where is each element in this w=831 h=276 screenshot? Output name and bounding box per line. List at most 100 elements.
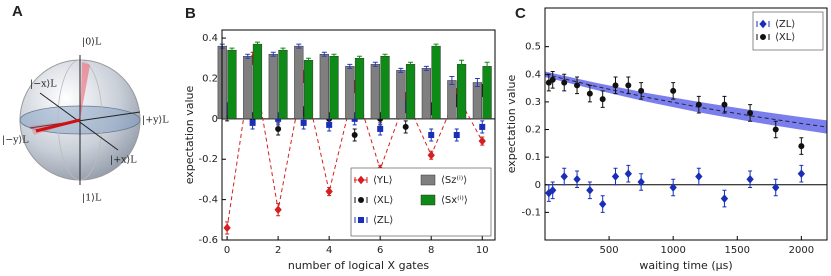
legend-box [752, 11, 824, 51]
point [772, 183, 780, 192]
error-bar [270, 51, 276, 57]
panel-label: A [12, 3, 23, 20]
ket-label: |−y⟩L [2, 135, 29, 146]
legend-label: ⟨XL⟩ [373, 195, 393, 206]
plot-frame [221, 29, 496, 241]
point [669, 183, 677, 192]
point [611, 172, 620, 181]
bar [431, 45, 441, 120]
bar [482, 66, 492, 120]
x-tick-label: 1500 [725, 245, 750, 256]
point [325, 187, 333, 196]
point [351, 132, 358, 138]
bar [472, 82, 483, 120]
bar [380, 56, 390, 120]
error-bar [229, 47, 235, 53]
panel-label: B [185, 5, 196, 22]
legend-label: ⟨YL⟩ [373, 175, 393, 186]
legend-swatch [420, 194, 436, 206]
y-tick-label: -0.6 [198, 235, 218, 246]
bar [294, 45, 304, 120]
bar [278, 49, 288, 120]
error-bar [398, 67, 404, 73]
bar [303, 60, 314, 120]
point [586, 90, 593, 97]
bar [396, 70, 406, 120]
y-tick-label: 0.3 [525, 97, 541, 108]
point [625, 82, 632, 89]
bloch-sphere: A |0⟩L |1⟩L |−x⟩L |+y⟩L |−y⟩L |+x⟩L [2, 3, 169, 204]
bar [252, 43, 263, 120]
point [549, 76, 556, 83]
legend-label: ⟨ZL⟩ [373, 215, 393, 226]
legend-marker [357, 175, 365, 185]
x-tick-label: 0 [224, 245, 230, 256]
x-tick-label: 8 [428, 245, 434, 256]
point [223, 223, 231, 233]
bar [345, 66, 355, 120]
point [427, 150, 435, 160]
error-bar [423, 65, 429, 71]
bar [370, 64, 380, 120]
point [772, 126, 779, 133]
bar [405, 64, 416, 120]
legend: ⟨YL⟩ ⟨XL⟩ ⟨ZL⟩ ⟨Sz⁽ⁱ⁾⟩ ⟨Sx⁽ⁱ⁾⟩ [350, 167, 492, 237]
ket-label: |−x⟩L [30, 79, 57, 90]
point [428, 132, 435, 138]
error-bar [484, 61, 490, 71]
panel-label: C [515, 5, 526, 22]
point [599, 199, 607, 209]
bar [243, 56, 253, 120]
point [573, 174, 581, 184]
legend-marker [760, 34, 766, 40]
legend-marker [759, 19, 767, 29]
error-bar [280, 47, 286, 53]
y-axis [29, 111, 141, 129]
point [586, 186, 594, 195]
point [695, 101, 702, 108]
y-axis-label: expectation value [183, 86, 196, 185]
y-tick-label: 0 [535, 180, 541, 191]
cone [80, 62, 90, 120]
point [453, 132, 460, 138]
legend-marker [358, 197, 364, 203]
y-tick-label: 0.4 [202, 33, 218, 44]
point [746, 174, 754, 184]
point [300, 119, 307, 126]
point [612, 82, 619, 89]
x-tick-label: 500 [600, 245, 619, 256]
legend-swatch [420, 174, 436, 186]
error-bar [321, 51, 327, 57]
point [549, 186, 557, 195]
error-bar [331, 53, 337, 59]
y-tick-label: 0.5 [525, 42, 541, 53]
legend: ⟨ZL⟩ ⟨XL⟩ [752, 11, 824, 51]
error-bar [245, 53, 251, 59]
x-axis-label: number of logical X gates [288, 259, 430, 272]
y-tick-label: -0.4 [198, 195, 218, 206]
point [561, 79, 568, 86]
point [798, 143, 805, 150]
x-tick-label: 2 [275, 245, 281, 256]
legend-marker [354, 217, 368, 223]
x-tick-label: 4 [326, 245, 332, 256]
error-bar [449, 75, 455, 86]
error-bar [357, 55, 363, 61]
ket-label: |0⟩L [82, 37, 102, 48]
point [638, 87, 645, 94]
x-tick-label: 1000 [660, 245, 685, 256]
point [574, 82, 581, 89]
y-tick-label: 0 [212, 114, 218, 125]
bar [227, 49, 237, 120]
point [624, 169, 632, 178]
point [545, 79, 552, 86]
bar [319, 53, 329, 120]
x-axis-label: waiting time (μs) [639, 259, 732, 272]
point [274, 205, 282, 214]
error-bar [382, 53, 388, 59]
legend-label: ⟨Sx⁽ⁱ⁾⟩ [441, 195, 468, 206]
point [560, 172, 568, 181]
ket-label: |+x⟩L [110, 155, 137, 166]
y-tick-label: 0.2 [525, 125, 541, 136]
